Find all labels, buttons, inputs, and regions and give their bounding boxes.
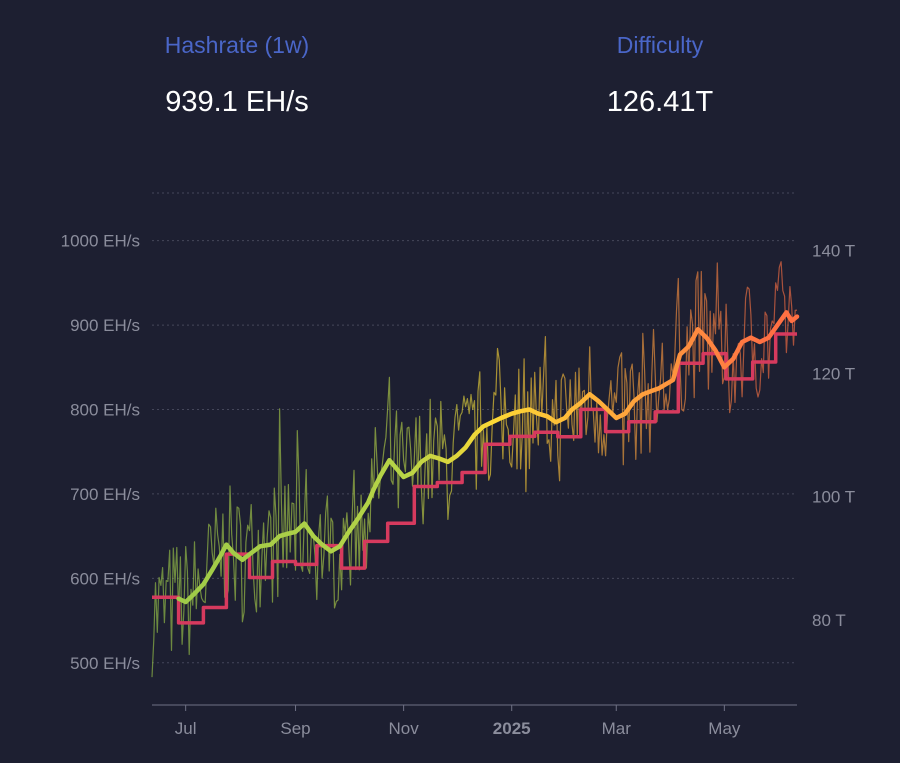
y-left-tick-label: 800 EH/s [70,401,140,420]
x-tick-label: Mar [602,719,632,738]
x-tick-label: May [708,719,741,738]
hashrate-label: Hashrate (1w) [164,32,310,58]
y-left-tick-label: 700 EH/s [70,485,140,504]
hashrate-1w-line [176,310,800,605]
y-left-tick-label: 600 EH/s [70,569,140,588]
x-axis: Jul Sep Nov 2025 Mar May [152,704,797,738]
hashrate-1w-series [176,310,800,605]
x-tick-label: Sep [280,719,310,738]
x-tick-label: 2025 [493,719,531,738]
y-right-tick-label: 100 T [812,488,855,507]
difficulty-series [152,332,797,625]
hashrate-value: 939.1 EH/s [165,86,309,118]
y-left-tick-label: 1000 EH/s [61,232,140,251]
y-left-tick-label: 500 EH/s [70,654,140,673]
hashrate-daily-series [151,261,798,678]
difficulty-value: 126.41T [606,86,714,118]
difficulty-label: Difficulty [616,32,704,58]
y-right-tick-label: 80 T [812,611,846,630]
hashrate-daily-line [151,261,798,678]
y-right-tick-label: 140 T [812,241,855,260]
x-tick-label: Jul [175,719,197,738]
difficulty-line [152,332,797,625]
x-tick-label: Nov [389,719,420,738]
y-axis-right: 80 T 100 T 120 T 140 T [812,241,855,629]
y-right-tick-label: 120 T [812,364,855,383]
y-left-tick-label: 900 EH/s [70,316,140,335]
y-axis-left: 500 EH/s 600 EH/s 700 EH/s 800 EH/s 900 EH/s… [61,232,140,673]
